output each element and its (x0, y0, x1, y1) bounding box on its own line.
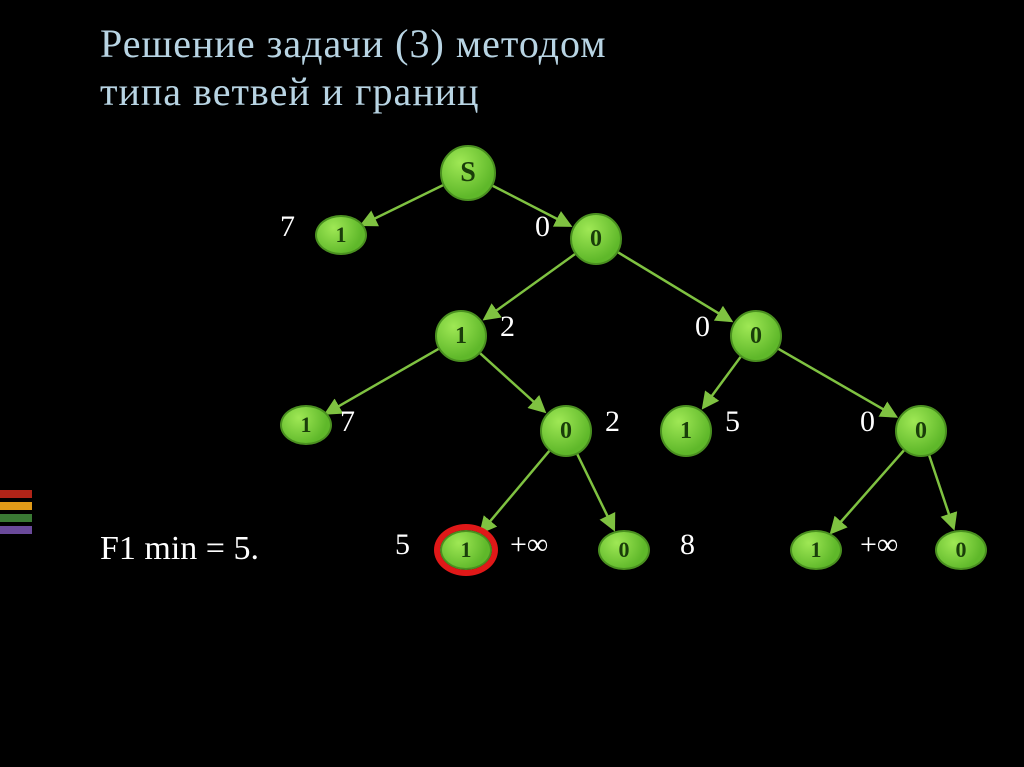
tree-node-n6: 0 (540, 405, 592, 457)
tree-node-n11: 1 (790, 530, 842, 570)
highlight-ring (434, 524, 498, 576)
edge-label-9: +∞ (510, 528, 548, 562)
edge-label-10: 8 (680, 528, 695, 562)
edge-label-4: 7 (340, 405, 355, 439)
sidebar-accent (0, 490, 32, 546)
edge-label-2: 2 (500, 310, 515, 344)
tree-node-n5: 1 (280, 405, 332, 445)
edge-label-6: 5 (725, 405, 740, 439)
tree-canvas: S101010101010702072505+∞8+∞ (0, 0, 1024, 767)
tree-node-n1: 1 (315, 215, 367, 255)
tree-node-n4: 0 (730, 310, 782, 362)
tree-node-n12: 0 (935, 530, 987, 570)
tree-node-n10: 0 (598, 530, 650, 570)
tree-node-n8: 0 (895, 405, 947, 457)
edge-label-5: 2 (605, 405, 620, 439)
tree-node-n3: 1 (435, 310, 487, 362)
edge-label-7: 0 (860, 405, 875, 439)
edge-label-3: 0 (695, 310, 710, 344)
edge-label-11: +∞ (860, 528, 898, 562)
edge-label-8: 5 (395, 528, 410, 562)
tree-node-n2: 0 (570, 213, 622, 265)
tree-node-s: S (440, 145, 496, 201)
footer-formula: F1 min = 5. (100, 530, 259, 568)
edge-label-1: 0 (535, 210, 550, 244)
edge-label-0: 7 (280, 210, 295, 244)
tree-node-n7: 1 (660, 405, 712, 457)
